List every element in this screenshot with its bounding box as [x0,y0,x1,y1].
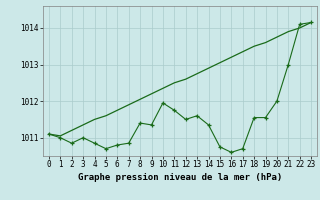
X-axis label: Graphe pression niveau de la mer (hPa): Graphe pression niveau de la mer (hPa) [78,173,282,182]
